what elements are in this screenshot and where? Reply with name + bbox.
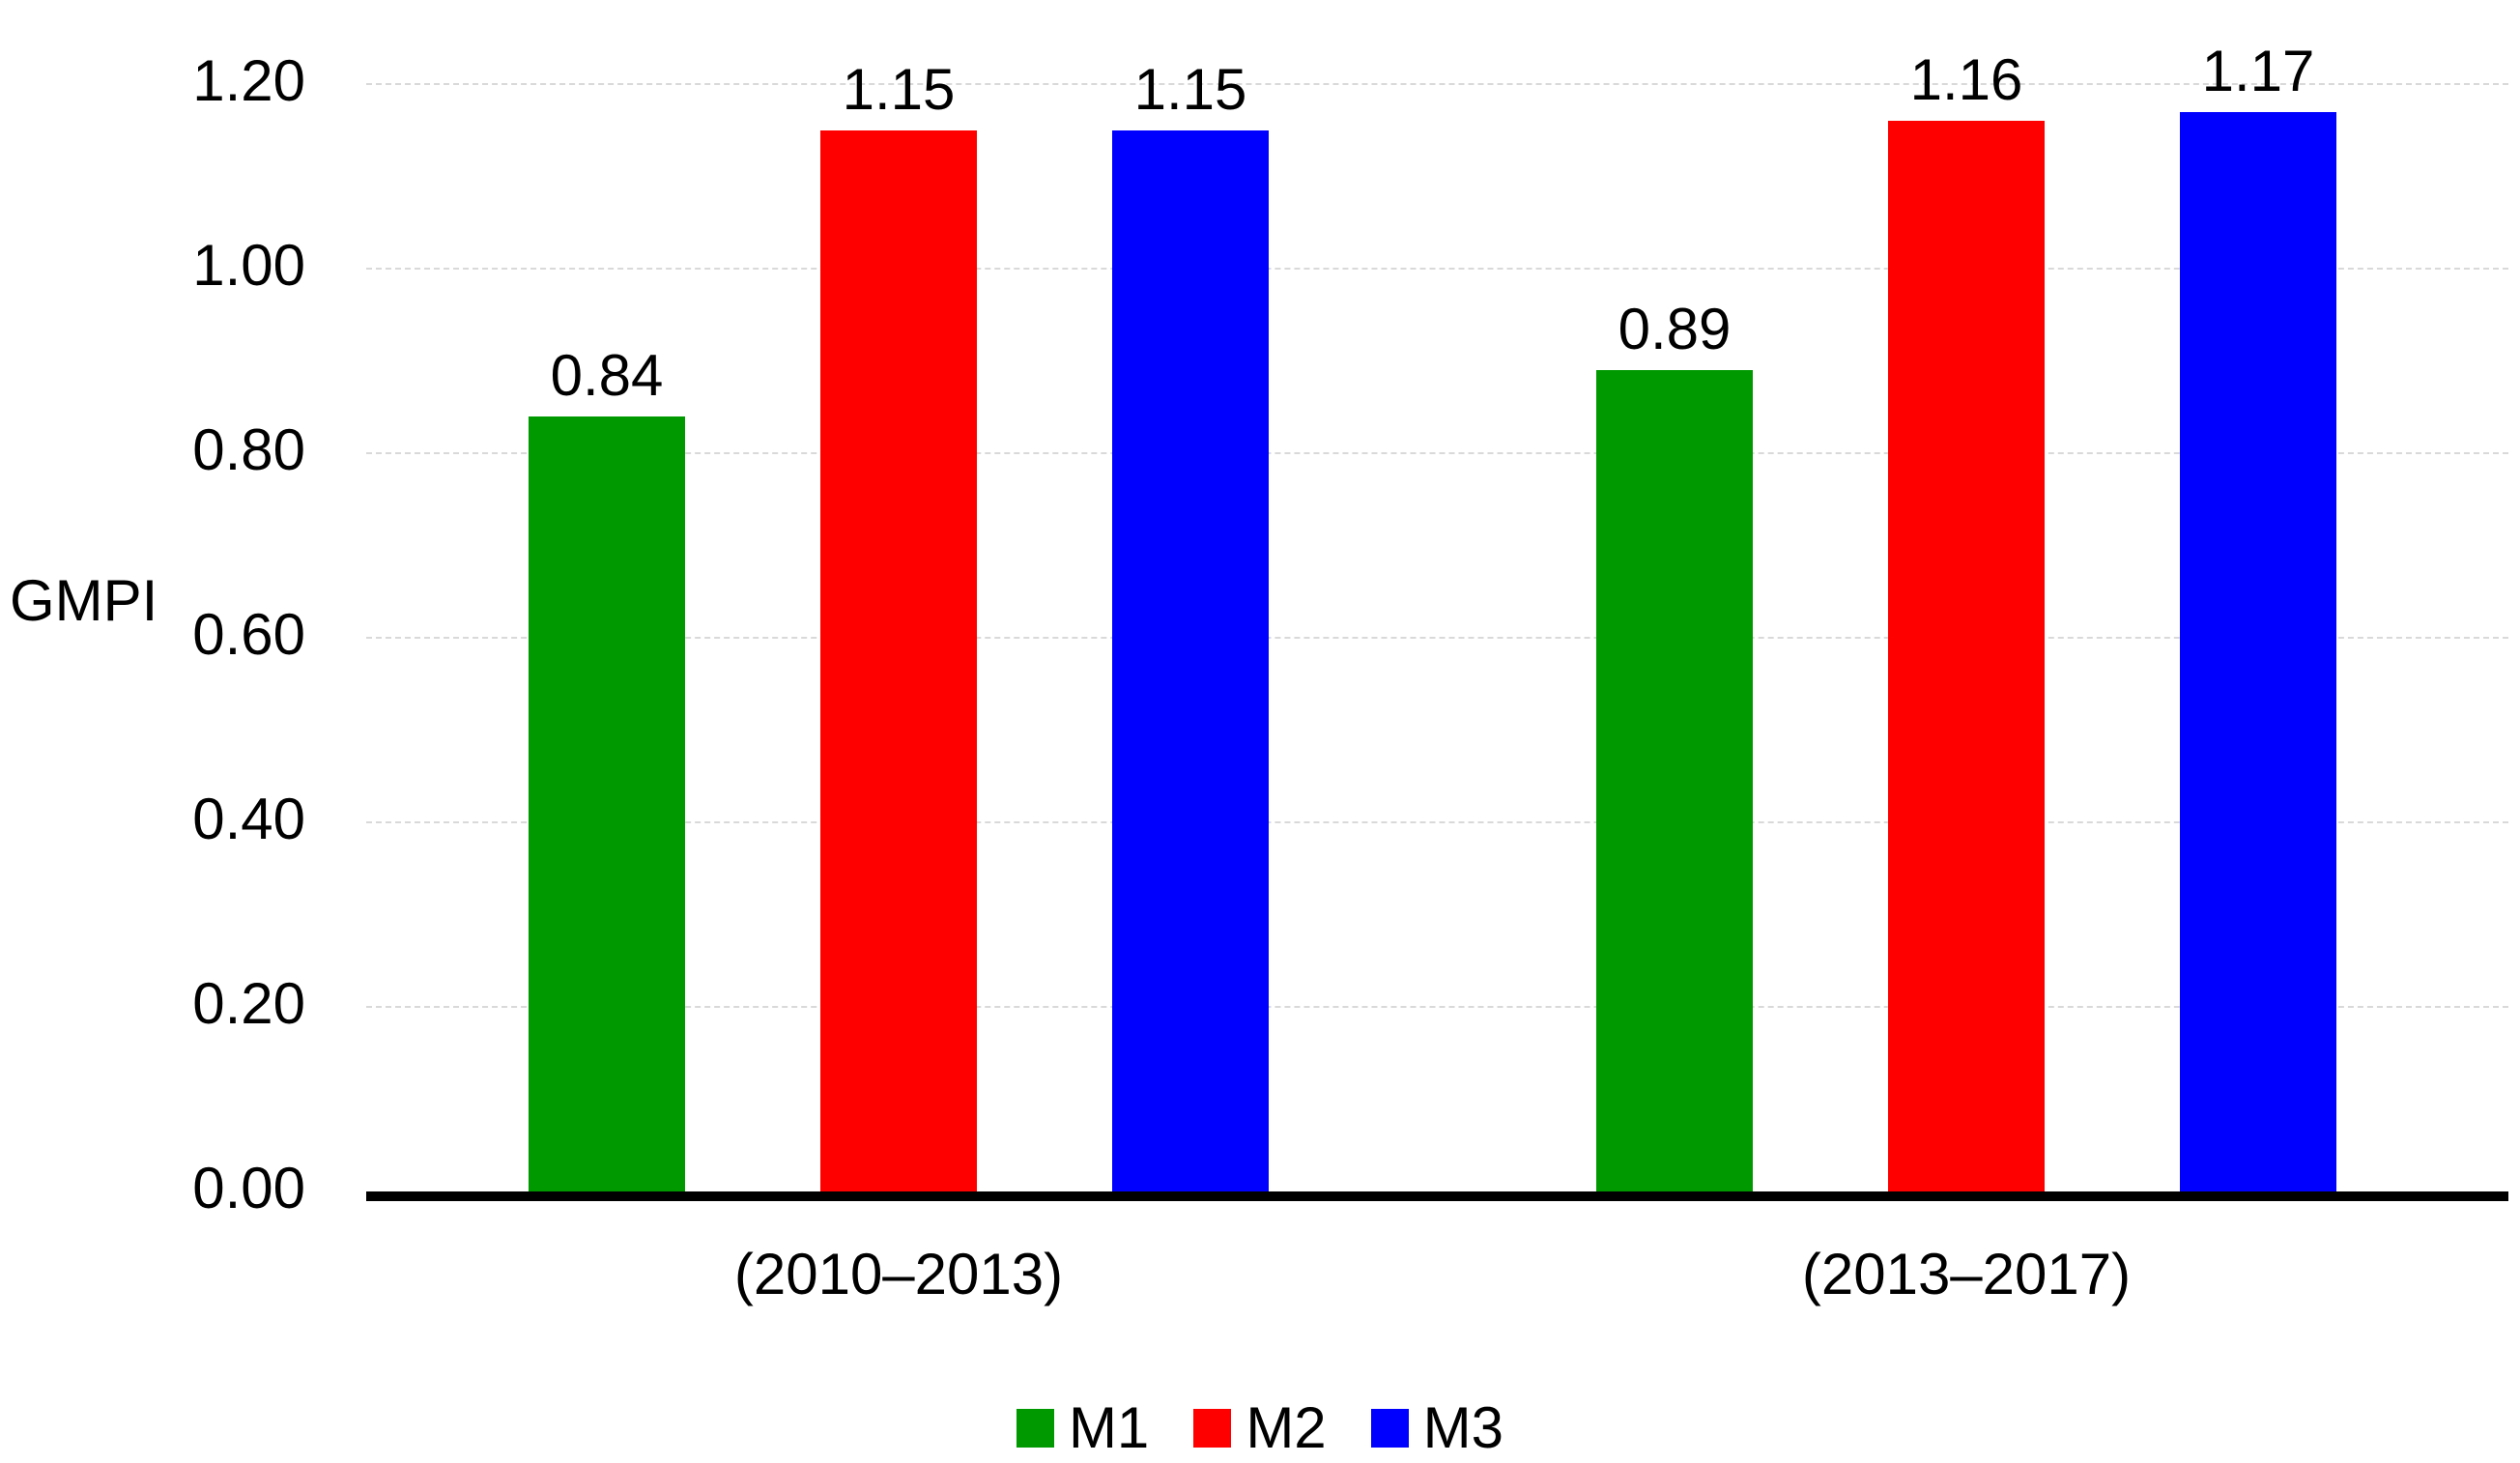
bar-m2-group2 xyxy=(1888,121,2045,1191)
legend-swatch-m3-icon xyxy=(1370,1409,1409,1448)
y-tick-label-0.60: 0.60 xyxy=(192,602,305,667)
legend-item-m1: M1 xyxy=(1016,1395,1150,1460)
legend-item-m2: M2 xyxy=(1193,1395,1327,1460)
legend-item-m3: M3 xyxy=(1370,1395,1504,1460)
bar-m2-group1 xyxy=(820,129,977,1191)
y-tick-label-0.80: 0.80 xyxy=(192,417,305,482)
y-tick-label-1.20: 1.20 xyxy=(192,48,305,113)
gridline-0.60 xyxy=(366,637,2508,639)
x-category-label-1: (2010–2013) xyxy=(733,1242,1064,1306)
gridline-0.20 xyxy=(366,1006,2508,1008)
legend-swatch-m1-icon xyxy=(1016,1409,1054,1448)
legend-label-m3: M3 xyxy=(1422,1395,1504,1460)
legend-swatch-m2-icon xyxy=(1193,1409,1232,1448)
bar-m3-group1 xyxy=(1112,129,1269,1191)
bar-m1-group1 xyxy=(529,416,685,1191)
bar-value-label-m2-group2: 1.16 xyxy=(1909,47,2023,113)
bar-value-label-m2-group1: 1.15 xyxy=(842,56,956,122)
legend-label-m2: M2 xyxy=(1246,1395,1327,1460)
gridline-0.40 xyxy=(366,821,2508,823)
bar-value-label-m3-group2: 1.17 xyxy=(2201,38,2315,103)
gridline-0.80 xyxy=(366,452,2508,454)
y-tick-label-0.40: 0.40 xyxy=(192,787,305,851)
y-tick-label-0.00: 0.00 xyxy=(192,1156,305,1220)
y-axis-title: GMPI xyxy=(10,568,158,633)
legend: M1 M2 M3 xyxy=(0,1399,2520,1457)
x-category-label-2: (2013–2017) xyxy=(1801,1242,2132,1306)
gridline-1.20 xyxy=(366,83,2508,85)
bar-value-label-m3-group1: 1.15 xyxy=(1133,56,1247,122)
gridline-1.00 xyxy=(366,268,2508,270)
bar-value-label-m1-group1: 0.84 xyxy=(550,342,664,408)
bar-value-label-m1-group2: 0.89 xyxy=(1618,297,1732,362)
x-axis-line xyxy=(366,1191,2508,1201)
legend-label-m1: M1 xyxy=(1068,1395,1150,1460)
bar-m1-group2 xyxy=(1596,370,1753,1191)
y-tick-label-1.00: 1.00 xyxy=(192,233,305,298)
bar-m3-group2 xyxy=(2180,111,2336,1191)
y-tick-label-0.20: 0.20 xyxy=(192,971,305,1036)
